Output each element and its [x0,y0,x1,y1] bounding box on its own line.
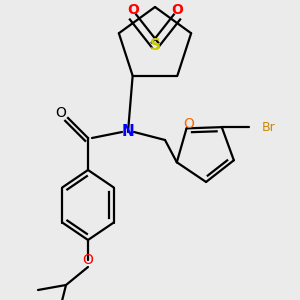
Text: O: O [82,253,93,267]
Text: Br: Br [262,121,275,134]
Text: O: O [56,106,66,120]
Text: S: S [149,38,161,52]
Text: O: O [183,117,194,131]
Text: O: O [127,3,139,17]
Text: N: N [122,124,134,140]
Text: O: O [171,3,183,17]
